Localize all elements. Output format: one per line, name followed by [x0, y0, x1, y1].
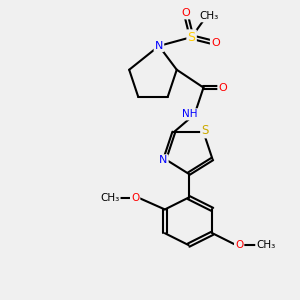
Text: S: S — [201, 124, 209, 137]
Text: N: N — [155, 41, 163, 51]
Text: CH₃: CH₃ — [100, 193, 119, 202]
Text: CH₃: CH₃ — [256, 240, 275, 250]
Text: O: O — [181, 8, 190, 18]
Text: CH₃: CH₃ — [200, 11, 219, 21]
Text: O: O — [218, 82, 227, 93]
Text: S: S — [188, 31, 196, 44]
Text: O: O — [235, 240, 243, 250]
Text: O: O — [211, 38, 220, 48]
Text: NH: NH — [182, 109, 198, 119]
Text: N: N — [159, 155, 168, 165]
Text: O: O — [131, 193, 139, 202]
